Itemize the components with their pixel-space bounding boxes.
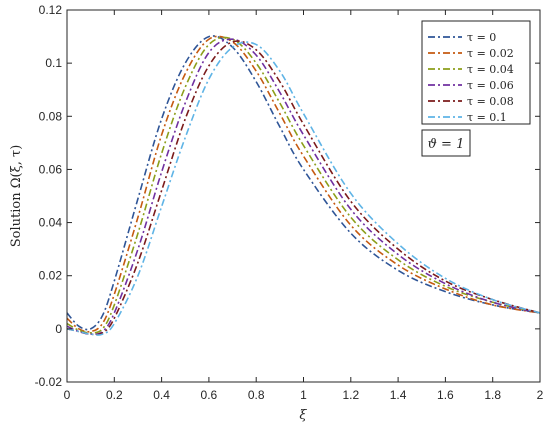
legend-label-2: τ = 0.04 (467, 63, 514, 76)
annotation-box: ϑ = 1 (421, 129, 471, 157)
legend-label-3: τ = 0.06 (467, 79, 514, 92)
y-axis-label: Solution Ω(ξ, τ) (9, 145, 24, 248)
series-line-5 (66, 41, 541, 336)
x-tick-label: 0.2 (106, 388, 123, 402)
x-tick-label: 0.6 (201, 388, 218, 402)
y-tick-label: 0 (55, 322, 62, 336)
legend-label-5: τ = 0.1 (467, 111, 507, 124)
series-layer (66, 35, 541, 336)
y-tick-label: 0.08 (39, 109, 63, 123)
y-tick-label: 0.02 (39, 269, 63, 283)
series-line-2 (66, 36, 541, 334)
x-tick-label: 1.8 (484, 388, 501, 402)
y-tick-label: 0.12 (39, 3, 63, 17)
ticks-layer: 0 0.2 0.4 0.6 0.8 1 1.2 1.4 1.6 1.8 2-0.0200.020.0… (35, 3, 544, 402)
x-tick-label: 0 (64, 388, 71, 402)
legend-box (421, 20, 531, 125)
x-tick-label: 1.6 (437, 388, 454, 402)
annotation-text: ϑ = 1 (428, 137, 465, 152)
y-tick-label: -0.02 (35, 375, 63, 389)
legend-label-1: τ = 0.02 (467, 47, 514, 60)
x-tick-label: 0.8 (248, 388, 265, 402)
x-tick-label: 1 (300, 388, 307, 402)
legend-label-4: τ = 0.08 (467, 95, 514, 108)
legend-entries: τ = 0 τ = 0.02 τ = 0.04 τ = 0.06 τ = 0.08 τ =… (428, 31, 514, 124)
y-tick-label: 0.1 (45, 56, 62, 70)
series-line-0 (66, 35, 541, 331)
series-line-4 (66, 40, 541, 336)
x-axis-label: ξ (299, 408, 307, 423)
y-tick-label: 0.04 (39, 216, 63, 230)
legend-label-0: τ = 0 (467, 31, 496, 44)
x-tick-label: 1.4 (390, 388, 407, 402)
legend: τ = 0 τ = 0.02 τ = 0.04 τ = 0.06 τ = 0.08 τ =… (421, 20, 531, 125)
x-tick-label: 1.2 (342, 388, 359, 402)
annotation-frame (421, 129, 471, 157)
series-line-3 (66, 38, 541, 336)
x-tick-label: 0.4 (153, 388, 170, 402)
y-tick-label: 0.06 (39, 162, 63, 176)
x-tick-label: 2 (537, 388, 544, 402)
series-line-1 (66, 35, 541, 333)
